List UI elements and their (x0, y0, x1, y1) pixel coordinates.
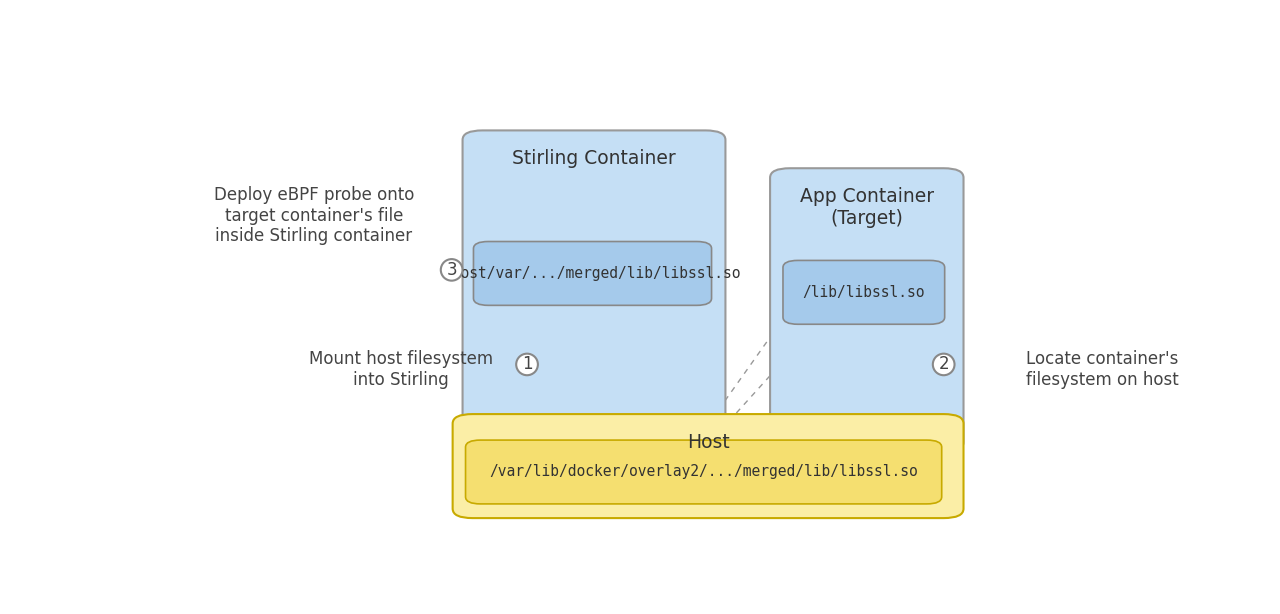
FancyBboxPatch shape (453, 414, 964, 518)
FancyBboxPatch shape (771, 168, 964, 452)
Text: Stirling Container: Stirling Container (512, 149, 676, 168)
FancyBboxPatch shape (474, 241, 712, 305)
Ellipse shape (933, 354, 955, 375)
Ellipse shape (516, 354, 538, 375)
Text: App Container
(Target): App Container (Target) (800, 187, 934, 228)
FancyBboxPatch shape (466, 440, 942, 504)
Text: 1: 1 (522, 356, 532, 373)
Text: Deploy eBPF probe onto
target container's file
inside Stirling container: Deploy eBPF probe onto target container'… (214, 185, 413, 246)
Text: /host/var/.../merged/lib/libssl.so: /host/var/.../merged/lib/libssl.so (444, 266, 741, 281)
FancyBboxPatch shape (462, 130, 726, 471)
Text: Mount host filesystem
into Stirling: Mount host filesystem into Stirling (308, 350, 493, 389)
FancyBboxPatch shape (783, 260, 945, 324)
Text: /lib/libssl.so: /lib/libssl.so (803, 285, 925, 300)
Text: Host: Host (686, 433, 730, 452)
Text: 3: 3 (447, 261, 457, 279)
Text: 2: 2 (938, 356, 948, 373)
Text: Locate container's
filesystem on host: Locate container's filesystem on host (1027, 350, 1179, 389)
Ellipse shape (440, 259, 462, 281)
Text: /var/lib/docker/overlay2/.../merged/lib/libssl.so: /var/lib/docker/overlay2/.../merged/lib/… (489, 465, 918, 480)
